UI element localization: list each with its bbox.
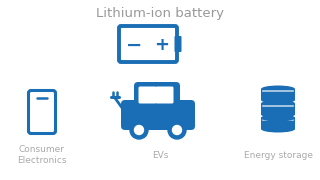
FancyBboxPatch shape [121, 100, 195, 130]
Ellipse shape [261, 114, 295, 122]
FancyBboxPatch shape [139, 87, 156, 104]
FancyBboxPatch shape [134, 82, 180, 112]
Bar [261, 89, 295, 100]
Circle shape [168, 121, 186, 139]
Bar [125, 118, 191, 128]
Text: −: − [126, 35, 142, 55]
Bar [261, 118, 295, 129]
Text: +: + [155, 36, 170, 54]
Bar [261, 103, 295, 114]
Text: EVs: EVs [152, 150, 168, 159]
Circle shape [172, 125, 181, 134]
FancyBboxPatch shape [156, 87, 173, 104]
Ellipse shape [261, 125, 295, 132]
Circle shape [130, 121, 148, 139]
FancyBboxPatch shape [174, 36, 181, 52]
Text: Energy storage: Energy storage [244, 150, 313, 159]
Ellipse shape [261, 114, 295, 122]
Ellipse shape [261, 100, 295, 107]
Text: Lithium-ion battery: Lithium-ion battery [96, 8, 224, 21]
Text: Consumer
Electronics: Consumer Electronics [17, 145, 66, 165]
Ellipse shape [261, 96, 295, 103]
Ellipse shape [261, 86, 295, 93]
Ellipse shape [261, 111, 295, 118]
Circle shape [134, 125, 143, 134]
